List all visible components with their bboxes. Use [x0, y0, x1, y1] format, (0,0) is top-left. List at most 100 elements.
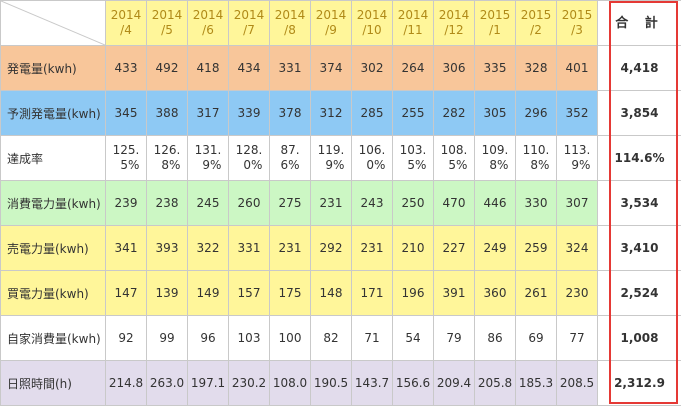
row-consumption: 消費電力量(kwh) 239 238 245 260 275 231 243 250 470 446…: [0, 180, 681, 226]
percent-part: 103.: [399, 143, 427, 157]
percent-value: 125. 5%: [113, 143, 140, 173]
table-cell: 322: [187, 225, 229, 271]
total-header: 合 計: [597, 0, 681, 46]
table-cell: 255: [392, 90, 434, 136]
table-cell: 119. 9%: [310, 135, 352, 181]
table-cell: 401: [556, 45, 598, 91]
table-cell: 335: [474, 45, 516, 91]
percent-part: 9%: [325, 158, 345, 172]
table-cell: 263.0: [146, 360, 188, 406]
table-cell: 157: [228, 270, 270, 316]
month-header: 2014/7: [228, 0, 270, 46]
month-header: 2014/10: [351, 0, 393, 46]
table-cell: 106. 0%: [351, 135, 393, 181]
month-header-month: /1: [489, 23, 501, 37]
table-cell: 175: [269, 270, 311, 316]
table-cell: 128. 0%: [228, 135, 270, 181]
row-total: 114.6%: [597, 135, 681, 181]
table-cell: 275: [269, 180, 311, 226]
table-cell: 214.8: [105, 360, 147, 406]
month-header-year: 2015: [561, 8, 593, 22]
percent-value: 87. 6%: [280, 143, 299, 173]
percent-part: 110.: [522, 143, 550, 157]
table-cell: 196: [392, 270, 434, 316]
table-cell: 54: [392, 315, 434, 361]
header-row: 2014/4 2014/5 2014/6 2014/7 2014/8 2014/9 2014…: [0, 0, 681, 46]
percent-part: 125.: [112, 143, 140, 157]
corner-cell: [0, 0, 106, 46]
month-header-year: 2014: [192, 8, 224, 22]
table-cell: 391: [433, 270, 475, 316]
table-cell: 388: [146, 90, 188, 136]
percent-part: 0%: [243, 158, 263, 172]
row-self-consumption: 自家消費量(kwh) 92 99 96 103 100 82 71 54 79 86 69 77 1,00…: [0, 315, 681, 361]
row-bought-power: 買電力量(kwh) 147 139 149 157 175 148 171 196 391 360 2…: [0, 270, 681, 316]
table-cell: 306: [433, 45, 475, 91]
row-label: 売電力量(kwh): [0, 225, 106, 271]
table-cell: 86: [474, 315, 516, 361]
table-cell: 238: [146, 180, 188, 226]
table-cell: 126. 8%: [146, 135, 188, 181]
month-header: 2014/8: [269, 0, 311, 46]
row-label: 予測発電量(kwh): [0, 90, 106, 136]
table-cell: 312: [310, 90, 352, 136]
table-cell: 260: [228, 180, 270, 226]
percent-value: 109. 8%: [482, 143, 509, 173]
percent-part: 113.: [563, 143, 591, 157]
month-header-month: /6: [202, 23, 214, 37]
table-cell: 185.3: [515, 360, 557, 406]
row-total: 4,418: [597, 45, 681, 91]
percent-part: 128.: [235, 143, 263, 157]
table-cell: 71: [351, 315, 393, 361]
table-cell: 190.5: [310, 360, 352, 406]
row-sold-power: 売電力量(kwh) 341 393 322 331 231 292 231 210 227 249 2…: [0, 225, 681, 271]
month-header: 2014/5: [146, 0, 188, 46]
month-header-month: /11: [403, 23, 423, 37]
table-cell: 317: [187, 90, 229, 136]
row-sunshine-hours: 日照時間(h) 214.8 263.0 197.1 230.2 108.0 190.5 143…: [0, 360, 681, 406]
table-cell: 209.4: [433, 360, 475, 406]
row-total: 2,312.9: [597, 360, 681, 406]
table-cell: 227: [433, 225, 475, 271]
month-header-year: 2014: [110, 8, 142, 22]
table-cell: 171: [351, 270, 393, 316]
table-cell: 393: [146, 225, 188, 271]
row-total: 3,854: [597, 90, 681, 136]
table-cell: 103. 5%: [392, 135, 434, 181]
month-header: 2014/4: [105, 0, 147, 46]
table-cell: 231: [310, 180, 352, 226]
percent-part: 106.: [358, 143, 386, 157]
table-cell: 328: [515, 45, 557, 91]
month-header-year: 2014: [315, 8, 347, 22]
table-cell: 434: [228, 45, 270, 91]
month-header-year: 2015: [479, 8, 511, 22]
table-cell: 149: [187, 270, 229, 316]
table-cell: 378: [269, 90, 311, 136]
table-cell: 92: [105, 315, 147, 361]
table-cell: 231: [269, 225, 311, 271]
table-cell: 230.2: [228, 360, 270, 406]
percent-part: 109.: [481, 143, 509, 157]
row-achievement-rate: 達成率 125. 5% 126. 8% 131. 9% 128. 0% 87. 6% 119. 9% 10…: [0, 135, 681, 181]
table-cell: 197.1: [187, 360, 229, 406]
table-cell: 446: [474, 180, 516, 226]
row-generation: 発電量(kwh) 433 492 418 434 331 374 302 264 306 335 32…: [0, 45, 681, 91]
table-cell: 433: [105, 45, 147, 91]
table-cell: 143.7: [351, 360, 393, 406]
percent-value: 131. 9%: [195, 143, 222, 173]
table-cell: 330: [515, 180, 557, 226]
table-cell: 96: [187, 315, 229, 361]
percent-part: 9%: [571, 158, 591, 172]
table-cell: 79: [433, 315, 475, 361]
table-cell: 470: [433, 180, 475, 226]
table-cell: 345: [105, 90, 147, 136]
row-predicted-generation: 予測発電量(kwh) 345 388 317 339 378 312 285 255 282 305…: [0, 90, 681, 136]
month-header-year: 2014: [356, 8, 388, 22]
table-cell: 125. 5%: [105, 135, 147, 181]
table-cell: 210: [392, 225, 434, 271]
percent-value: 126. 8%: [154, 143, 181, 173]
month-header: 2014/6: [187, 0, 229, 46]
percent-value: 119. 9%: [318, 143, 345, 173]
